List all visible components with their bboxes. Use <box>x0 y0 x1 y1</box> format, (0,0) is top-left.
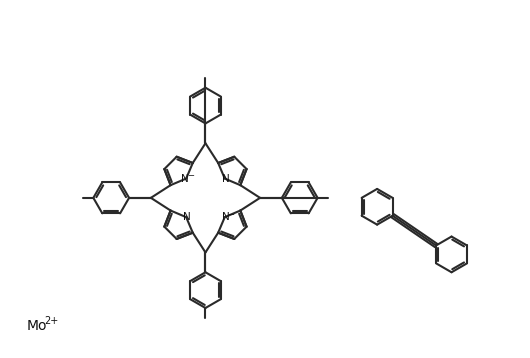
Text: −: − <box>227 210 234 219</box>
Text: 2+: 2+ <box>45 316 59 326</box>
Text: Mo: Mo <box>27 319 47 333</box>
Text: N: N <box>183 212 191 222</box>
Text: −: − <box>187 171 194 180</box>
Text: N: N <box>222 174 229 184</box>
Text: N: N <box>181 174 189 184</box>
Text: N: N <box>222 212 229 222</box>
